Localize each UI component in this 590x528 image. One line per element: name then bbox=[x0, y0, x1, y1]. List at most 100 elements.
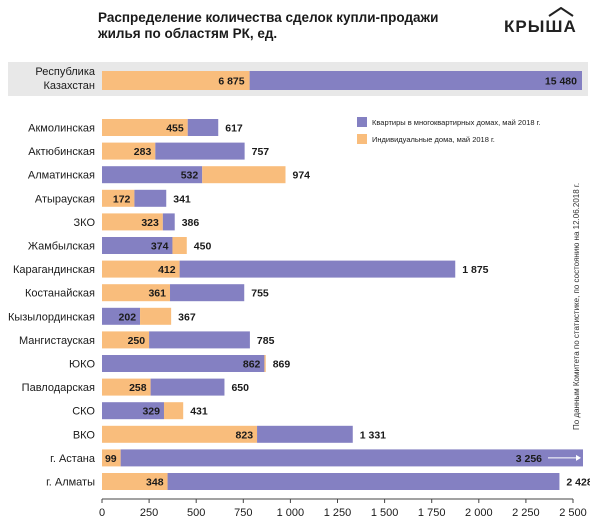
x-tick-label-0: 0 bbox=[99, 507, 105, 519]
svg-text:КРЫША: КРЫША bbox=[504, 17, 577, 35]
region-5-bar-apartments bbox=[102, 237, 173, 254]
region-5-label: Жамбылская bbox=[28, 241, 95, 253]
region-10-total-value: 869 bbox=[273, 359, 291, 371]
republic-label-line-2: Казахстан bbox=[43, 80, 95, 92]
region-15-total-value: 2 428 bbox=[566, 477, 590, 489]
region-0-label: Акмолинская bbox=[28, 123, 95, 135]
region-15-first-value: 348 bbox=[146, 477, 164, 489]
region-2-label: Алматинская bbox=[28, 170, 95, 182]
region-0-bar-houses bbox=[102, 119, 188, 136]
republic-houses-value: 6 875 bbox=[218, 76, 244, 88]
region-3-bar-apartments bbox=[134, 189, 167, 207]
region-6-total-value: 1 875 bbox=[462, 264, 488, 276]
region-14-total-value: 3 256 bbox=[516, 453, 542, 465]
region-9-total-value: 785 bbox=[257, 335, 275, 347]
x-tick-label-3: 750 bbox=[234, 507, 252, 519]
region-5-first-value: 374 bbox=[151, 241, 169, 253]
region-11-total-value: 650 bbox=[231, 382, 249, 394]
x-tick-label-8: 2 000 bbox=[465, 507, 493, 519]
legend-label-apartments: Квартиры в многоквартирных домах, май 20… bbox=[372, 118, 541, 127]
x-tick-label-10: 2 500 bbox=[559, 507, 587, 519]
region-3-total-value: 341 bbox=[173, 193, 191, 205]
region-9-bar-apartments bbox=[149, 331, 250, 349]
region-15-bar-apartments bbox=[167, 473, 560, 490]
x-tick-label-1: 250 bbox=[140, 507, 158, 519]
region-13-first-value: 823 bbox=[236, 429, 254, 441]
region-7-total-value: 755 bbox=[251, 288, 269, 300]
republic-bar-houses bbox=[102, 71, 250, 90]
region-8-bar-apartments bbox=[102, 307, 141, 325]
region-10-bar-apartments bbox=[102, 355, 265, 372]
region-2-first-value: 532 bbox=[181, 170, 199, 182]
region-8-first-value: 202 bbox=[119, 311, 137, 323]
x-tick-label-2: 500 bbox=[187, 507, 205, 519]
region-10-first-value: 862 bbox=[243, 359, 261, 371]
region-11-label: Павлодарская bbox=[22, 382, 95, 394]
region-11-bar-apartments bbox=[150, 378, 225, 396]
region-6-bar-houses bbox=[102, 260, 180, 278]
region-6-first-value: 412 bbox=[158, 264, 176, 276]
region-14-overflow-arrow-head bbox=[576, 454, 581, 461]
krysha-logo: КРЫША bbox=[504, 7, 577, 35]
region-4-total-value: 386 bbox=[182, 217, 200, 229]
region-5-bar-houses bbox=[172, 237, 187, 254]
region-2-total-value: 974 bbox=[293, 170, 311, 182]
region-3-bar-houses bbox=[102, 189, 135, 207]
region-0-total-value: 617 bbox=[225, 123, 243, 135]
region-14-bar-houses bbox=[102, 449, 121, 467]
region-4-first-value: 323 bbox=[141, 217, 159, 229]
region-3-first-value: 172 bbox=[113, 193, 131, 205]
region-13-bar-apartments bbox=[257, 425, 353, 443]
region-15-bar-houses bbox=[102, 473, 168, 490]
region-6-bar-apartments bbox=[179, 260, 456, 278]
title-line-1: Распределение количества сделок купли-пр… bbox=[98, 10, 439, 25]
region-13-total-value: 1 331 bbox=[360, 429, 386, 441]
region-0-bar-apartments bbox=[187, 119, 219, 136]
region-8-total-value: 367 bbox=[178, 311, 196, 323]
republic-apartments-value: 15 480 bbox=[545, 76, 577, 88]
region-1-total-value: 757 bbox=[252, 146, 270, 158]
chart-title: Распределение количества сделок купли-пр… bbox=[98, 10, 478, 42]
region-1-bar-houses bbox=[102, 142, 156, 160]
region-7-bar-houses bbox=[102, 284, 171, 302]
region-10-label: ЮКО bbox=[69, 359, 95, 371]
legend-label-houses: Индивидуальные дома, май 2018 г. bbox=[372, 135, 495, 144]
region-15-label: г. Алматы bbox=[46, 477, 95, 489]
region-7-first-value: 361 bbox=[148, 288, 166, 300]
region-12-first-value: 329 bbox=[142, 406, 160, 418]
region-5-total-value: 450 bbox=[194, 241, 212, 253]
region-13-bar-houses bbox=[102, 425, 258, 443]
region-7-bar-apartments bbox=[170, 284, 245, 302]
region-14-bar-apartments bbox=[120, 449, 583, 467]
region-2-bar-apartments bbox=[102, 166, 203, 184]
region-8-bar-houses bbox=[140, 307, 172, 325]
x-tick-label-4: 1 000 bbox=[277, 507, 305, 519]
region-11-first-value: 258 bbox=[129, 382, 147, 394]
region-0-first-value: 455 bbox=[166, 123, 184, 135]
region-9-label: Мангистауская bbox=[19, 335, 95, 347]
region-1-bar-apartments bbox=[155, 142, 245, 160]
region-3-label: Атырауская bbox=[35, 193, 95, 205]
region-12-total-value: 431 bbox=[190, 406, 208, 418]
region-4-bar-apartments bbox=[162, 213, 175, 231]
region-12-label: СКО bbox=[72, 406, 95, 418]
region-6-label: Карагандинская bbox=[13, 264, 95, 276]
region-2-bar-houses bbox=[202, 166, 286, 184]
x-tick-label-9: 2 250 bbox=[512, 507, 540, 519]
republic-bar-apartments bbox=[249, 71, 582, 90]
region-11-bar-houses bbox=[102, 378, 151, 396]
region-4-bar-houses bbox=[102, 213, 163, 231]
region-7-label: Костанайская bbox=[25, 288, 95, 300]
republic-label-line-1: Республика bbox=[35, 66, 95, 78]
region-9-bar-houses bbox=[102, 331, 150, 349]
region-13-label: ВКО bbox=[73, 429, 96, 441]
x-tick-label-5: 1 250 bbox=[324, 507, 352, 519]
region-14-label: г. Астана bbox=[50, 453, 96, 465]
title-line-2: жилья по областям РК, ед. bbox=[98, 26, 278, 41]
x-tick-label-7: 1 750 bbox=[418, 507, 446, 519]
region-10-bar-houses bbox=[264, 355, 266, 372]
region-4-label: ЗКО bbox=[74, 217, 96, 229]
legend-swatch-houses bbox=[357, 134, 367, 144]
region-8-label: Кызылординская bbox=[8, 311, 95, 323]
